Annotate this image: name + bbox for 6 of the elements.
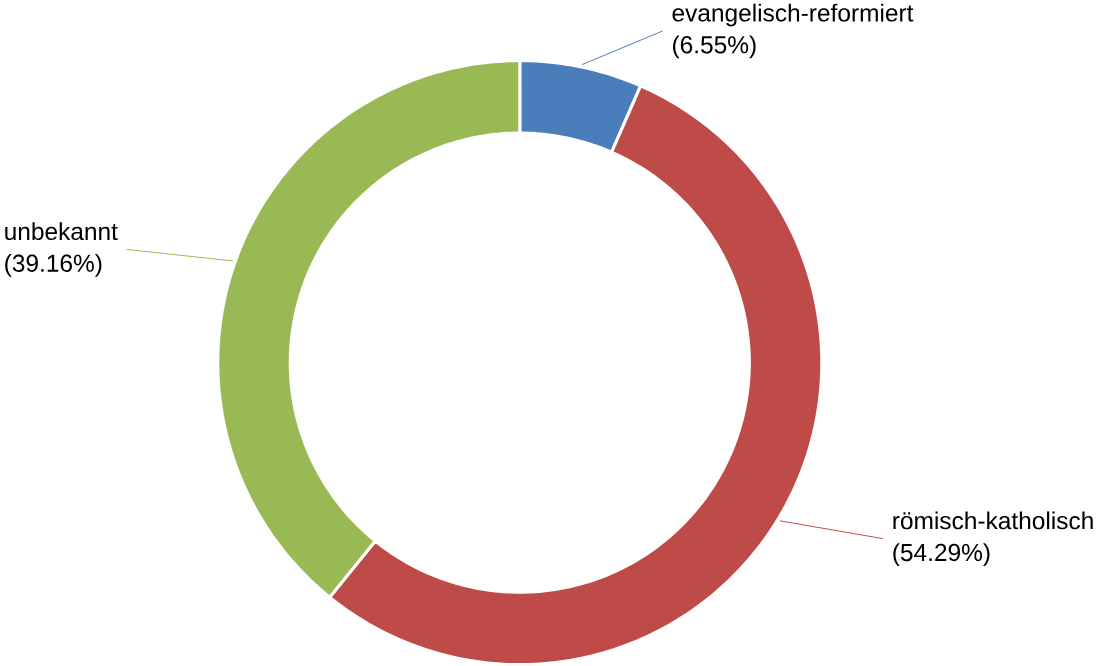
slice-label: evangelisch-reformiert bbox=[672, 3, 914, 27]
data-label: (54.29%) bbox=[893, 543, 990, 566]
data-label: (39.16%) bbox=[5, 253, 102, 277]
data-label: (6.55%) bbox=[673, 35, 756, 59]
slice-label: römisch-katholisch bbox=[893, 511, 1093, 530]
slice-label: unbekannt bbox=[5, 222, 118, 241]
